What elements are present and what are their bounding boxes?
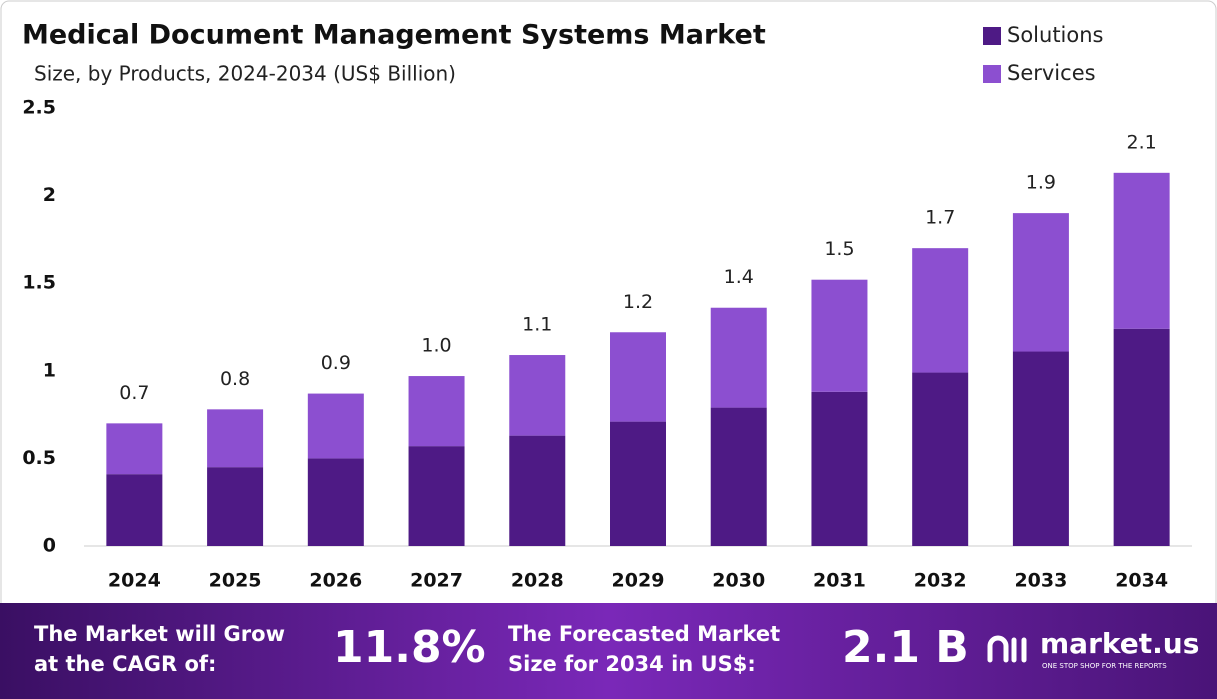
bar-segment bbox=[912, 372, 969, 546]
x-tick-label: 2025 bbox=[209, 570, 262, 592]
bar-segment bbox=[408, 376, 465, 447]
x-tick-label: 2029 bbox=[612, 570, 665, 592]
x-tick-label: 2033 bbox=[1014, 570, 1067, 592]
brand-name: market.us bbox=[1040, 627, 1199, 660]
bar-segment bbox=[1113, 172, 1170, 329]
bar-segment bbox=[811, 391, 868, 546]
bar-segment bbox=[106, 423, 163, 475]
value-label: 1.9 bbox=[1026, 172, 1056, 194]
footer-value: 2.1 B bbox=[842, 622, 969, 673]
bar-segment bbox=[610, 332, 666, 422]
bar-segment bbox=[1113, 328, 1170, 546]
bar-segment bbox=[1012, 351, 1069, 546]
y-tick-label: 2.5 bbox=[22, 97, 56, 119]
legend-swatch bbox=[983, 27, 1001, 45]
bar-segment bbox=[1012, 213, 1069, 352]
legend-label: Solutions bbox=[1007, 23, 1104, 47]
bar-segment bbox=[710, 307, 767, 408]
value-label: 0.9 bbox=[321, 352, 351, 374]
bar-segment bbox=[307, 458, 364, 546]
bar-segment bbox=[207, 467, 264, 546]
bar-segment bbox=[811, 279, 868, 392]
value-label: 1.2 bbox=[623, 291, 653, 313]
value-label: 1.7 bbox=[925, 207, 955, 229]
legend-label: Services bbox=[1007, 61, 1096, 85]
value-label: 0.8 bbox=[220, 368, 250, 390]
bar-segment bbox=[912, 248, 969, 373]
value-label: 0.7 bbox=[119, 382, 149, 404]
y-tick-label: 1.5 bbox=[22, 272, 56, 294]
value-label: 1.1 bbox=[522, 314, 552, 336]
bar-segment bbox=[307, 393, 364, 459]
y-tick-label: 0 bbox=[43, 535, 56, 557]
footer-text: The Forecasted Market bbox=[508, 622, 780, 646]
y-tick-label: 2 bbox=[43, 184, 56, 206]
bar-segment bbox=[509, 435, 566, 546]
bar-segment bbox=[408, 446, 465, 546]
value-label: 2.1 bbox=[1127, 131, 1157, 153]
footer-text: Size for 2034 in US$: bbox=[508, 652, 756, 676]
brand-logo bbox=[987, 635, 1027, 663]
chart-title: Medical Document Management Systems Mark… bbox=[22, 20, 766, 51]
footer-text: at the CAGR of: bbox=[34, 652, 216, 676]
x-tick-label: 2032 bbox=[914, 570, 967, 592]
x-tick-label: 2024 bbox=[108, 570, 161, 592]
x-tick-label: 2026 bbox=[309, 570, 362, 592]
bar-segment bbox=[207, 409, 264, 468]
x-tick-label: 2027 bbox=[410, 570, 463, 592]
bar-segment bbox=[106, 474, 163, 546]
bar-segment bbox=[710, 407, 767, 546]
footer-band bbox=[0, 603, 1217, 699]
chart-subtitle: Size, by Products, 2024-2034 (US$ Billio… bbox=[34, 62, 456, 86]
bar-segment bbox=[509, 355, 566, 436]
value-label: 1.4 bbox=[724, 266, 754, 288]
x-tick-label: 2031 bbox=[813, 570, 866, 592]
x-tick-label: 2028 bbox=[511, 570, 564, 592]
footer-text: The Market will Grow bbox=[34, 622, 285, 646]
value-label: 1.5 bbox=[824, 238, 854, 260]
footer-value: 11.8% bbox=[333, 622, 486, 673]
value-label: 1.0 bbox=[421, 335, 451, 357]
x-tick-label: 2034 bbox=[1115, 570, 1168, 592]
y-tick-label: 1 bbox=[43, 359, 56, 381]
x-tick-label: 2030 bbox=[712, 570, 765, 592]
bar-segment bbox=[610, 421, 666, 546]
legend-swatch bbox=[983, 65, 1001, 83]
y-tick-label: 0.5 bbox=[22, 447, 56, 469]
brand-tagline: ONE STOP SHOP FOR THE REPORTS bbox=[1042, 662, 1167, 670]
